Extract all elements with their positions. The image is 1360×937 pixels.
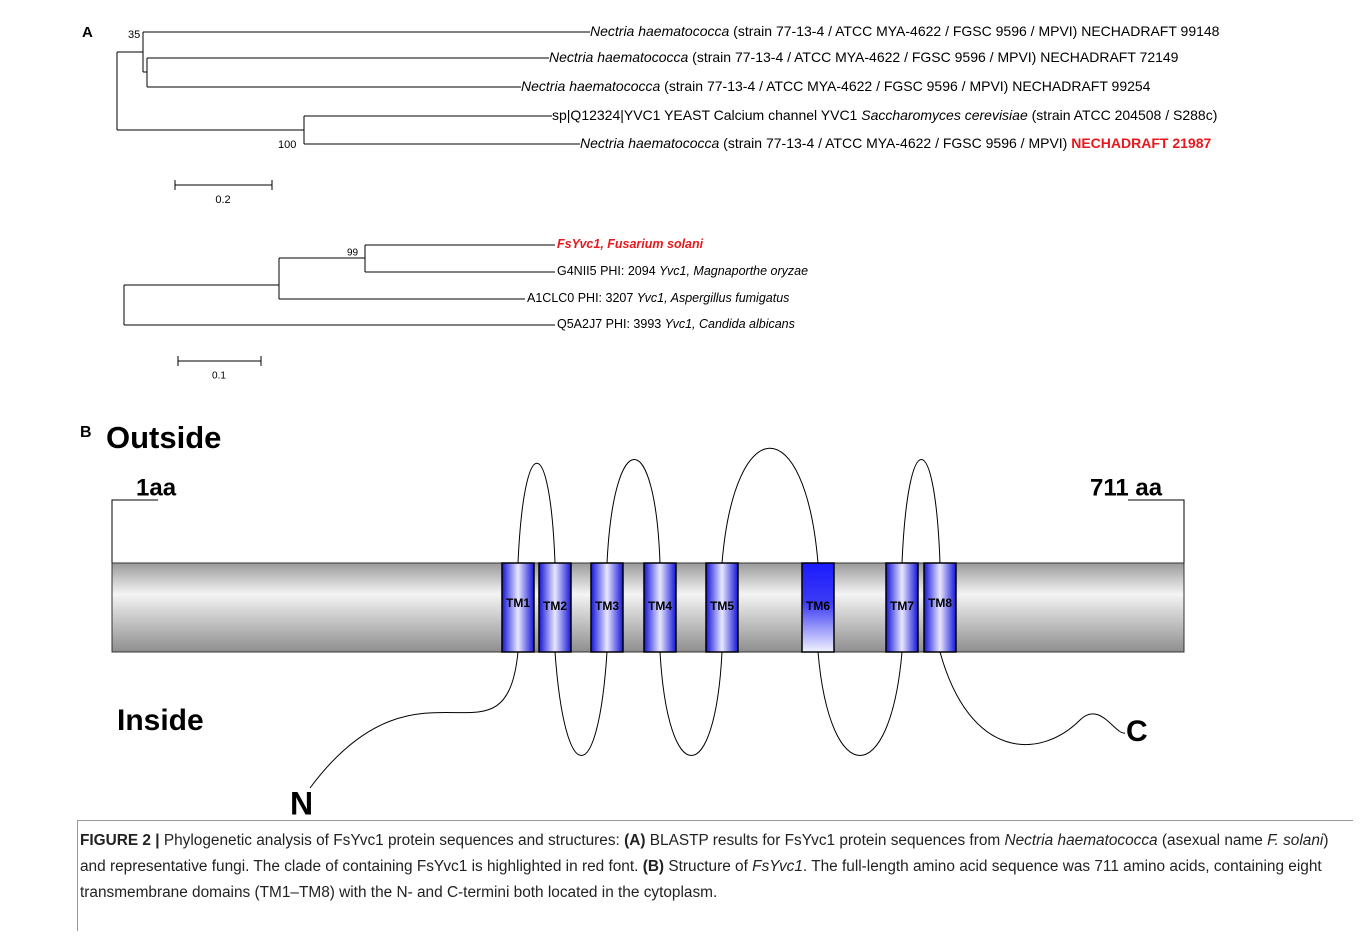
domain-label: TM7 xyxy=(890,599,914,613)
text-run: (strain 77-13-4 / ATCC MYA-4622 / FGSC 9… xyxy=(688,49,1178,65)
text-run: Yvc1, Candida albicans xyxy=(665,317,795,331)
transmembrane-domain xyxy=(538,562,572,653)
transmembrane-domain xyxy=(590,562,624,653)
transmembrane-domain xyxy=(885,562,919,653)
tree-2-leaves: FsYvc1, Fusarium solani G4NII5 PHI: 2094 … xyxy=(527,237,808,331)
start-label: 1aa xyxy=(136,474,177,501)
scale-bar xyxy=(174,180,273,190)
leaf-label: A1CLC0 PHI: 3207 Yvc1, Aspergillus fumig… xyxy=(527,291,789,305)
leaf-label: Nectria haematococca (strain 77-13-4 / A… xyxy=(549,49,1179,65)
c-terminus: C xyxy=(1126,715,1148,748)
leaf-label: Nectria haematococca (strain 77-13-4 / A… xyxy=(580,135,1211,151)
caption-run: FIGURE 2 | xyxy=(80,832,160,849)
leaf-label: Nectria haematococca (strain 77-13-4 / A… xyxy=(521,78,1151,94)
text-run: Saccharomyces cerevisiae xyxy=(861,107,1028,123)
text-run: Nectria haematococca xyxy=(521,78,661,94)
panel-label: A xyxy=(82,24,93,41)
domain-label: TM3 xyxy=(595,599,619,613)
panel-label: B xyxy=(80,424,92,441)
caption-run: (A) xyxy=(624,832,646,849)
text-run: sp|Q12324|YVC1 YEAST Calcium channel YVC… xyxy=(552,107,861,123)
tree-branches xyxy=(116,31,590,145)
caption-run: Nectria haematococca xyxy=(1004,832,1158,849)
caption-run: (B) xyxy=(642,858,665,875)
transmembrane-domain xyxy=(643,562,677,653)
loops xyxy=(309,447,1126,789)
domain-label: TM2 xyxy=(543,599,567,613)
text-run: FsYvc1, Fusarium solani xyxy=(557,237,704,251)
domain-label: TM6 xyxy=(806,599,830,613)
n-terminus: N xyxy=(290,785,313,820)
support-value: 99 xyxy=(347,248,359,259)
transmembrane-domain xyxy=(801,562,835,653)
caption-box xyxy=(77,820,1353,931)
caption: FIGURE 2 | Phylogenetic analysis of FsYv… xyxy=(80,828,1342,906)
caption-run: FsYvc1 xyxy=(752,858,803,875)
domains: TM1 TM2 TM3 TM4 TM5 TM6 TM7 TM8 xyxy=(501,562,957,653)
domain-label: TM4 xyxy=(648,599,672,613)
bracket xyxy=(111,499,1185,563)
text-run: G4NII5 PHI: 2094 xyxy=(557,264,659,278)
transmembrane-domain xyxy=(923,562,957,653)
text-run: Nectria haematococca xyxy=(590,23,730,39)
caption-run: Structure of xyxy=(664,858,753,875)
leaf-label: G4NII5 PHI: 2094 Yvc1, Magnaporthe oryza… xyxy=(557,264,808,278)
text-run: A1CLC0 PHI: 3207 xyxy=(527,291,637,305)
text-run: NECHADRAFT 21987 xyxy=(1071,135,1211,151)
leaf-label: Q5A2J7 PHI: 3993 Yvc1, Candida albicans xyxy=(557,317,795,331)
leaf-label: sp|Q12324|YVC1 YEAST Calcium channel YVC… xyxy=(552,107,1217,123)
text-run: Nectria haematococca xyxy=(580,135,720,151)
support-value: 35 xyxy=(128,29,140,41)
tree-branches xyxy=(123,244,555,326)
text-run: Q5A2J7 PHI: 3993 xyxy=(557,317,665,331)
text-run: (strain 77-13-4 / ATCC MYA-4622 / FGSC 9… xyxy=(729,23,1219,39)
leaf-label: Nectria haematococca (strain 77-13-4 / A… xyxy=(590,23,1220,39)
scale-label: 0.2 xyxy=(215,194,230,206)
caption-run: BLASTP results for FsYvc1 protein sequen… xyxy=(645,832,1005,849)
inside-label: Inside xyxy=(117,704,204,737)
transmembrane-domain xyxy=(705,562,739,653)
caption-run: ) and representative fungi. The clade of… xyxy=(80,832,1329,875)
text-run: (strain ATCC 204508 / S288c) xyxy=(1028,107,1218,123)
leaf-label: FsYvc1, Fusarium solani xyxy=(557,237,704,251)
caption-run: . The full-length amino acid sequence wa… xyxy=(80,858,1322,901)
domain-label: TM1 xyxy=(506,596,530,610)
outside-label: Outside xyxy=(106,420,221,455)
text-run: (strain 77-13-4 / ATCC MYA-4622 / FGSC 9… xyxy=(719,135,1071,151)
caption-run: (asexual name xyxy=(1157,832,1268,849)
tree-1-leaves: Nectria haematococca (strain 77-13-4 / A… xyxy=(521,23,1220,151)
domain-label: TM8 xyxy=(928,596,952,610)
text-run: (strain 77-13-4 / ATCC MYA-4622 / FGSC 9… xyxy=(660,78,1150,94)
figure: A 35 100 0.2 Nectria haematococca (strai… xyxy=(80,23,1220,820)
text-run: Nectria haematococca xyxy=(549,49,689,65)
text-run: Yvc1, Magnaporthe oryzae xyxy=(659,264,808,278)
caption-run: F. solani xyxy=(1267,832,1324,849)
support-value: 100 xyxy=(278,139,296,151)
caption-run: Phylogenetic analysis of FsYvc1 protein … xyxy=(159,832,625,849)
transmembrane-domain xyxy=(501,562,535,653)
scale-bar xyxy=(177,356,262,366)
domain-label: TM5 xyxy=(710,599,734,613)
scale-label: 0.1 xyxy=(212,371,226,382)
end-label: 711 aa xyxy=(1090,474,1163,501)
text-run: Yvc1, Aspergillus fumigatus xyxy=(637,291,790,305)
